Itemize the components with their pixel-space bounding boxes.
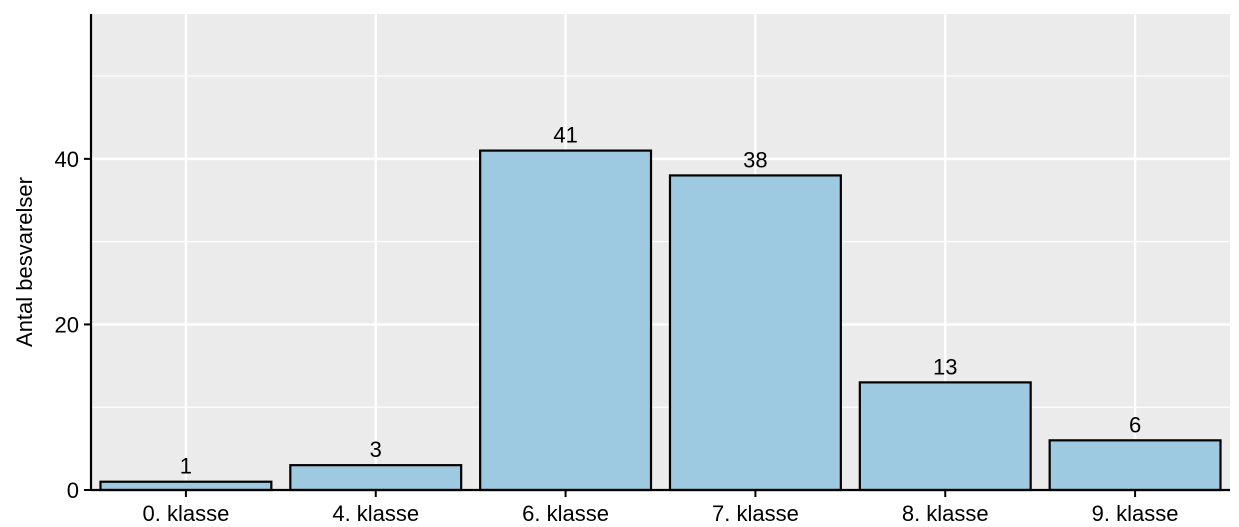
data-label: 13	[933, 354, 957, 379]
plot-panel	[91, 14, 1230, 490]
data-label: 3	[370, 437, 382, 462]
bar-6-klasse	[479, 149, 653, 492]
x-tick-label: 0. klasse	[143, 501, 230, 526]
bar-0-klasse	[99, 480, 273, 492]
data-label: 38	[743, 147, 767, 172]
axes: 0 20 40 0. klasse 4. klasse 6. klasse 7. klass…	[55, 14, 1230, 526]
bars	[99, 149, 1222, 492]
data-label: 41	[553, 123, 577, 148]
bar-8-klasse	[858, 381, 1032, 492]
x-tick-label: 8. klasse	[902, 501, 989, 526]
bar-7-klasse	[668, 174, 842, 492]
x-tick-label: 6. klasse	[522, 501, 609, 526]
panel-background	[91, 14, 1230, 490]
bar-9-klasse	[1048, 439, 1222, 492]
x-tick-label: 4. klasse	[332, 501, 419, 526]
x-tick-label: 7. klasse	[712, 501, 799, 526]
y-tick-label: 0	[67, 478, 79, 503]
bar-4-klasse	[289, 464, 463, 492]
y-tick-label: 20	[55, 312, 79, 337]
y-axis-title: Antal besvarelser	[12, 177, 37, 347]
y-tick-label: 40	[55, 147, 79, 172]
x-tick-label: 9. klasse	[1092, 501, 1179, 526]
data-label: 1	[180, 454, 192, 479]
data-label: 6	[1129, 412, 1141, 437]
